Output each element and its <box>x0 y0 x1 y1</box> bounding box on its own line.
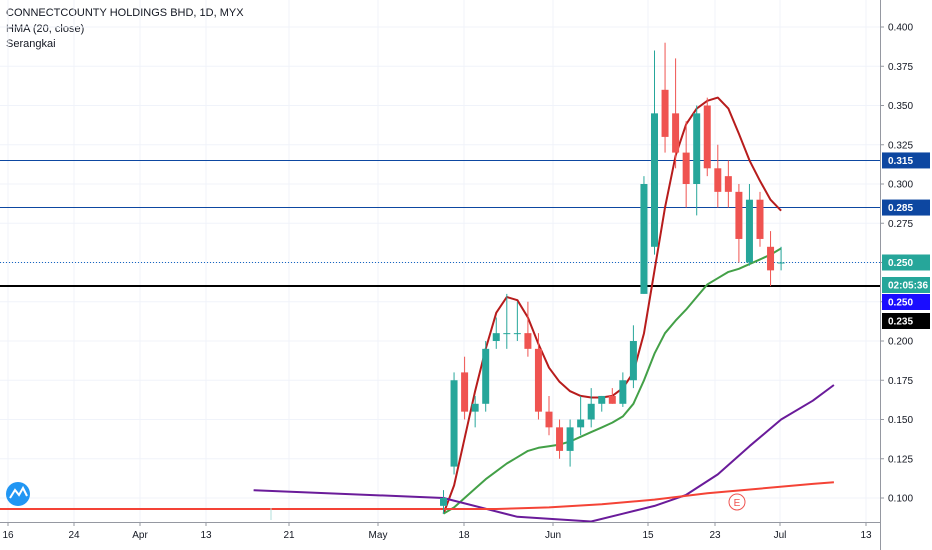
candle-body <box>545 411 553 428</box>
candle-body <box>524 333 532 349</box>
candle-body <box>651 113 658 247</box>
chart-markers: E <box>6 482 746 520</box>
last-price-tag: 0.250 <box>888 298 913 309</box>
candle-body <box>756 199 764 239</box>
candle-body <box>492 333 500 341</box>
price-tick-label: 0.200 <box>888 337 913 348</box>
candle-body <box>693 113 701 184</box>
time-tick-label: May <box>369 530 388 541</box>
countdown-tag: 02:05:36 <box>888 281 928 292</box>
time-tick-label: 16 <box>2 530 14 541</box>
series-label: Serangkai <box>6 38 56 50</box>
horizontal-lines <box>0 159 880 288</box>
candle-body <box>703 105 711 169</box>
indicator-line <box>253 384 835 523</box>
candle-body <box>556 427 564 451</box>
price-tick-label: 0.350 <box>888 101 913 112</box>
price-tick-label: 0.125 <box>888 454 913 465</box>
time-tick-label: Jul <box>774 530 787 541</box>
candle-body <box>767 246 775 271</box>
price-tag-0235: 0.235 <box>888 317 913 328</box>
time-tick-label: Jun <box>545 530 561 541</box>
candle-body <box>450 380 458 467</box>
price-axis: 0.1000.1250.1500.1750.2000.2250.2500.275… <box>880 0 913 550</box>
candle-body <box>640 184 648 294</box>
candle-body <box>724 176 732 192</box>
time-tick-label: 23 <box>709 530 721 541</box>
candle-body <box>714 168 722 192</box>
countdown-tag-bg <box>882 277 930 293</box>
candle-body <box>566 427 574 451</box>
candle-body <box>629 341 637 381</box>
time-tick-label: 18 <box>458 530 470 541</box>
candle-body <box>735 191 743 239</box>
time-axis: 16 24 Apr 13 21 May 18 Jun 15 23 Jul 13 <box>0 522 880 541</box>
time-tick-label: 24 <box>68 530 80 541</box>
candle-body <box>745 199 753 263</box>
candle-body <box>482 348 490 404</box>
price-tag-0235-bg <box>882 313 930 329</box>
candle-body <box>672 113 680 153</box>
price-tick-label: 0.400 <box>888 23 913 34</box>
candle-body <box>661 89 669 137</box>
price-tag-0315-bg <box>882 152 930 169</box>
time-tick-label: 13 <box>200 530 212 541</box>
time-tick-label: 21 <box>283 530 295 541</box>
candle-body <box>461 372 469 412</box>
candle-body <box>598 395 606 404</box>
chart-title: CONNECTCOUNTY HOLDINGS BHD, 1D, MYX <box>6 7 244 19</box>
candle-body <box>577 419 585 428</box>
candle-body <box>619 380 627 404</box>
last-price-tag-bg <box>882 294 930 310</box>
time-tick-label: 15 <box>642 530 654 541</box>
price-tick-label: 0.150 <box>888 415 913 426</box>
indicator-line <box>0 481 834 510</box>
logo-zigzag-icon <box>9 485 28 499</box>
candle-body <box>682 152 690 184</box>
price-tick-label: 0.325 <box>888 140 913 151</box>
price-tick-label: 0.275 <box>888 219 913 230</box>
indicator-label: HMA (20, close) <box>6 22 85 35</box>
price-tag-0285-bg <box>882 199 930 216</box>
candle-body <box>503 333 511 335</box>
candle-body <box>471 403 479 412</box>
candle-body <box>513 333 521 335</box>
price-tick-label: 0.175 <box>888 376 913 387</box>
price-tags: 0.315 0.285 0.250 02:05:36 0.250 0.235 <box>882 152 930 329</box>
chart-legend: CONNECTCOUNTY HOLDINGS BHD, 1D, MYX HMA … <box>6 6 244 53</box>
candle-body <box>534 348 542 412</box>
price-tag-0285: 0.285 <box>888 203 913 214</box>
earnings-marker-label: E <box>734 498 741 509</box>
indicator-line <box>442 247 782 515</box>
time-tick-label: Apr <box>132 530 148 541</box>
price-tick-label: 0.100 <box>888 494 913 505</box>
candlesticks <box>440 42 785 514</box>
earnings-marker-circle <box>728 493 746 511</box>
price-tick-label: 0.300 <box>888 180 913 191</box>
price-tag-0250: 0.250 <box>888 258 913 269</box>
price-tick-label: 0.375 <box>888 62 913 73</box>
candle-body <box>608 395 616 404</box>
candle-body <box>440 498 447 506</box>
price-tag-0250-bg <box>882 254 930 271</box>
time-tick-label: 13 <box>860 530 872 541</box>
price-tag-0315: 0.315 <box>888 156 913 167</box>
candle-body <box>587 403 595 420</box>
candle-body <box>777 262 785 264</box>
